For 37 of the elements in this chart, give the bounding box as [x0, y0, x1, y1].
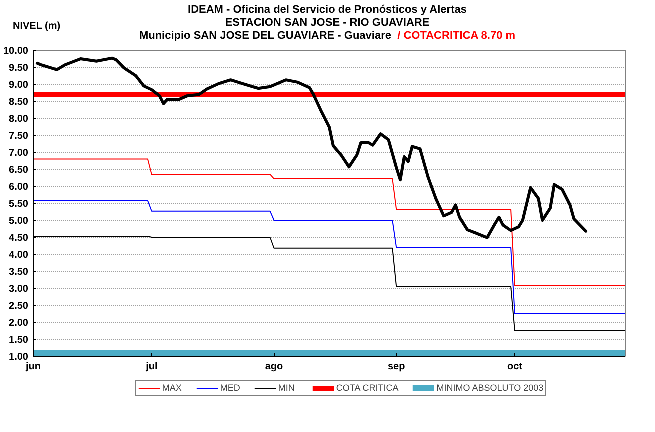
y-tick-label: 3.00 [9, 284, 29, 295]
y-tick-label: 10.00 [3, 46, 29, 57]
y-tick-label: 2.00 [9, 318, 29, 329]
y-tick-label: 9.50 [9, 63, 29, 74]
y-tick-label: 5.00 [9, 216, 29, 227]
line-series [36, 56, 588, 240]
y-tick-label: 1.50 [9, 335, 29, 346]
y-tick-label: 5.50 [9, 199, 29, 210]
y-tick-label: 3.50 [9, 267, 29, 278]
legend-label: MED [220, 383, 240, 393]
legend-label: MIN [278, 383, 296, 393]
legend-label: COTA CRITICA [336, 383, 399, 393]
y-tick-label: 1.00 [9, 352, 29, 363]
y-tick-label: 8.00 [9, 114, 29, 125]
y-tick-label: 9.00 [9, 80, 29, 91]
y-tick-label: 6.50 [9, 165, 29, 176]
x-tick-label: sep [388, 362, 406, 372]
y-tick-label: 4.00 [9, 250, 29, 261]
chart-subtitle: ESTACION SAN JOSE - RIO GUAVIARE [225, 17, 430, 29]
line-series [34, 158, 626, 286]
y-tick-label: 4.50 [9, 233, 29, 244]
y-axis-title: NIVEL (m) [13, 20, 61, 33]
x-tick-label: jun [25, 362, 41, 372]
text: / COTACRITICA 8.70 m [398, 30, 516, 42]
legend-label: MINIMO ABSOLUTO 2003 [436, 383, 544, 393]
chart-title: IDEAM - Oficina del Servicio de Pronósticos y Alertas [187, 4, 468, 17]
text: Municipio SAN JOSE DEL GUAVIARE - Guaviare [139, 30, 392, 42]
legend-label: MAX [162, 383, 182, 393]
x-tick-label: jul [145, 362, 158, 372]
y-tick-label: 8.50 [9, 97, 29, 108]
y-tick-label: 7.50 [9, 131, 29, 142]
x-tick-label: ago [265, 362, 284, 372]
y-tick-label: 7.00 [9, 148, 29, 159]
line-series [34, 200, 626, 314]
y-tick-label: 6.00 [9, 182, 29, 193]
y-tick-label: 2.50 [9, 301, 29, 312]
x-tick-label: oct [507, 362, 524, 372]
